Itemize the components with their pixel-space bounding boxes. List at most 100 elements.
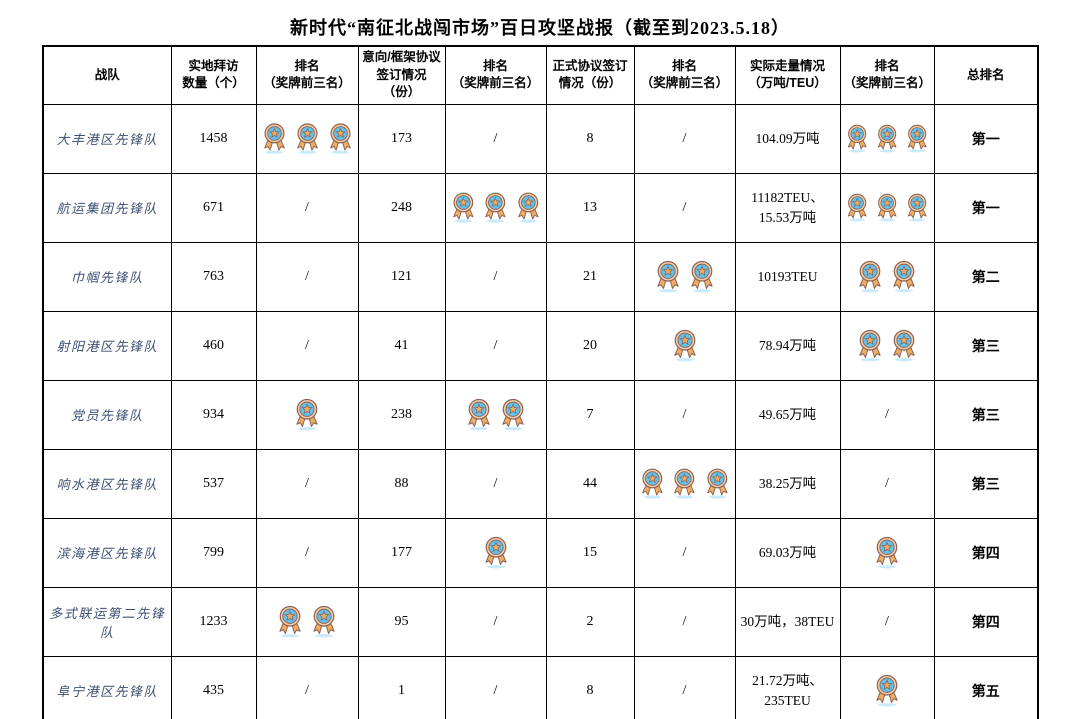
medal-icon	[847, 124, 866, 153]
cell-volume: 69.03万吨	[734, 517, 841, 588]
cell-intent-rank: /	[444, 586, 547, 657]
medal-icon	[296, 123, 318, 154]
column-header-5: 正式协议签订 情况（份）	[545, 45, 635, 105]
cell-visits-rank: /	[255, 241, 359, 312]
medal-icon	[313, 605, 335, 638]
cell-visits: 435	[170, 655, 257, 719]
column-header-6: 排名 （奖牌前三名）	[633, 45, 736, 105]
cell-visits: 1233	[170, 586, 257, 657]
cell-intent: 177	[357, 517, 446, 588]
column-header-8: 排名 （奖牌前三名）	[839, 45, 935, 105]
medal-icon	[673, 329, 696, 362]
medal-group	[638, 329, 732, 362]
medal-icon	[893, 329, 915, 362]
medal-group	[844, 536, 931, 569]
cell-intent-rank: /	[444, 448, 547, 519]
medal-group	[844, 191, 931, 224]
medal-icon	[674, 468, 695, 499]
cell-volume-rank: /	[839, 379, 935, 450]
column-header-1: 实地拜访 数量（个）	[170, 45, 257, 105]
cell-volume-rank	[839, 655, 935, 719]
table-body: 大丰港区先锋队 1458 173/8/104.09万吨 第一 航运集团先锋队 671/24…	[42, 103, 1039, 719]
cell-intent-rank	[444, 517, 547, 588]
cell-formal-rank: /	[633, 655, 736, 719]
table-row: 响水港区先锋队 537/88/44 38.25万吨 / 第三	[42, 448, 1039, 519]
table-row: 巾帼先锋队 763/121/21 10193TEU 第二	[42, 241, 1039, 312]
medal-group	[638, 260, 732, 293]
medal-icon	[707, 468, 728, 499]
medal-icon	[893, 260, 915, 293]
cell-volume-rank	[839, 103, 935, 174]
cell-intent-rank: /	[444, 655, 547, 719]
cell-intent-rank: /	[444, 310, 547, 381]
cell-team: 大丰港区先锋队	[42, 103, 172, 174]
cell-intent: 173	[357, 103, 446, 174]
medal-icon	[876, 674, 898, 707]
cell-intent: 1	[357, 655, 446, 719]
medal-icon	[641, 468, 662, 499]
medal-icon	[908, 193, 927, 222]
cell-volume: 11182TEU、15.53万吨	[734, 172, 841, 243]
column-header-2: 排名 （奖牌前三名）	[255, 45, 359, 105]
column-header-3: 意向/框架协议 签订情况（份）	[357, 45, 446, 105]
cell-visits: 763	[170, 241, 257, 312]
cell-visits-rank: /	[255, 172, 359, 243]
cell-volume: 30万吨，38TEU	[734, 586, 841, 657]
cell-team: 巾帼先锋队	[42, 241, 172, 312]
report-title: 新时代“南征北战闯市场”百日攻坚战报（截至到2023.5.18）	[290, 18, 790, 38]
table-row: 大丰港区先锋队 1458 173/8/104.09万吨 第一	[42, 103, 1039, 174]
cell-visits-rank: /	[255, 310, 359, 381]
cell-volume: 21.72万吨、235TEU	[734, 655, 841, 719]
cell-volume-rank	[839, 241, 935, 312]
cell-volume: 78.94万吨	[734, 310, 841, 381]
battle-report-table: 战队 实地拜访 数量（个） 排名 （奖牌前三名） 意向/框架协议 签订情况（份） 排名 …	[42, 45, 1039, 719]
cell-total-rank: 第三	[933, 379, 1039, 450]
cell-intent-rank	[444, 172, 547, 243]
cell-formal: 13	[545, 172, 635, 243]
cell-team: 航运集团先锋队	[42, 172, 172, 243]
cell-intent-rank	[444, 379, 547, 450]
cell-formal: 21	[545, 241, 635, 312]
cell-formal: 20	[545, 310, 635, 381]
medal-group	[844, 329, 931, 362]
cell-formal-rank	[633, 241, 736, 312]
cell-formal-rank: /	[633, 103, 736, 174]
cell-intent: 238	[357, 379, 446, 450]
cell-visits: 537	[170, 448, 257, 519]
medal-icon	[877, 124, 897, 153]
cell-visits: 671	[170, 172, 257, 243]
medal-group	[844, 122, 931, 155]
cell-visits: 460	[170, 310, 257, 381]
cell-formal: 8	[545, 655, 635, 719]
medal-icon	[847, 193, 866, 222]
table-row: 航运集团先锋队 671/248 13/11182TEU、15.53万吨 第一	[42, 172, 1039, 243]
medal-icon	[329, 123, 351, 154]
cell-visits-rank	[255, 379, 359, 450]
cell-formal-rank: /	[633, 586, 736, 657]
medal-group	[638, 467, 732, 500]
medal-group	[449, 191, 543, 224]
cell-formal: 44	[545, 448, 635, 519]
cell-intent: 88	[357, 448, 446, 519]
cell-team: 响水港区先锋队	[42, 448, 172, 519]
cell-total-rank: 第四	[933, 517, 1039, 588]
medal-group	[844, 260, 931, 293]
cell-total-rank: 第三	[933, 448, 1039, 519]
medal-group	[260, 122, 355, 155]
cell-formal-rank	[633, 448, 736, 519]
medal-icon	[518, 192, 539, 223]
cell-formal: 2	[545, 586, 635, 657]
cell-visits-rank: /	[255, 655, 359, 719]
medal-icon	[876, 536, 898, 569]
cell-intent: 95	[357, 586, 446, 657]
cell-volume: 49.65万吨	[734, 379, 841, 450]
cell-team: 射阳港区先锋队	[42, 310, 172, 381]
cell-volume-rank: /	[839, 448, 935, 519]
table-header: 战队 实地拜访 数量（个） 排名 （奖牌前三名） 意向/框架协议 签订情况（份） 排名 …	[42, 45, 1039, 105]
cell-intent-rank: /	[444, 103, 547, 174]
medal-icon	[501, 398, 524, 431]
cell-formal-rank: /	[633, 172, 736, 243]
cell-total-rank: 第四	[933, 586, 1039, 657]
medal-icon	[263, 123, 285, 154]
